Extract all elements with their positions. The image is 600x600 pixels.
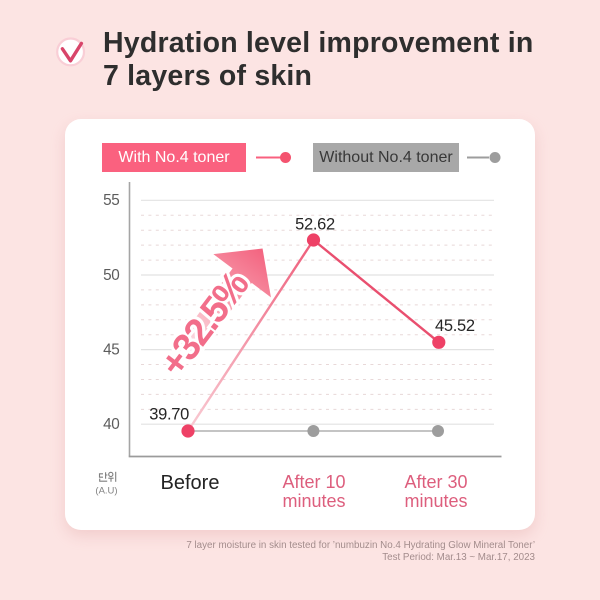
- svg-text:45.52: 45.52: [435, 317, 475, 335]
- svg-text:40: 40: [103, 416, 119, 433]
- svg-text:45: 45: [103, 342, 119, 359]
- svg-text:55: 55: [103, 192, 119, 209]
- svg-text:52.62: 52.62: [295, 216, 335, 234]
- svg-text:(A.U): (A.U): [95, 486, 117, 497]
- svg-text:39.70: 39.70: [149, 405, 189, 423]
- svg-text:+32.5%: +32.5%: [152, 264, 257, 384]
- svg-text:50: 50: [103, 267, 119, 284]
